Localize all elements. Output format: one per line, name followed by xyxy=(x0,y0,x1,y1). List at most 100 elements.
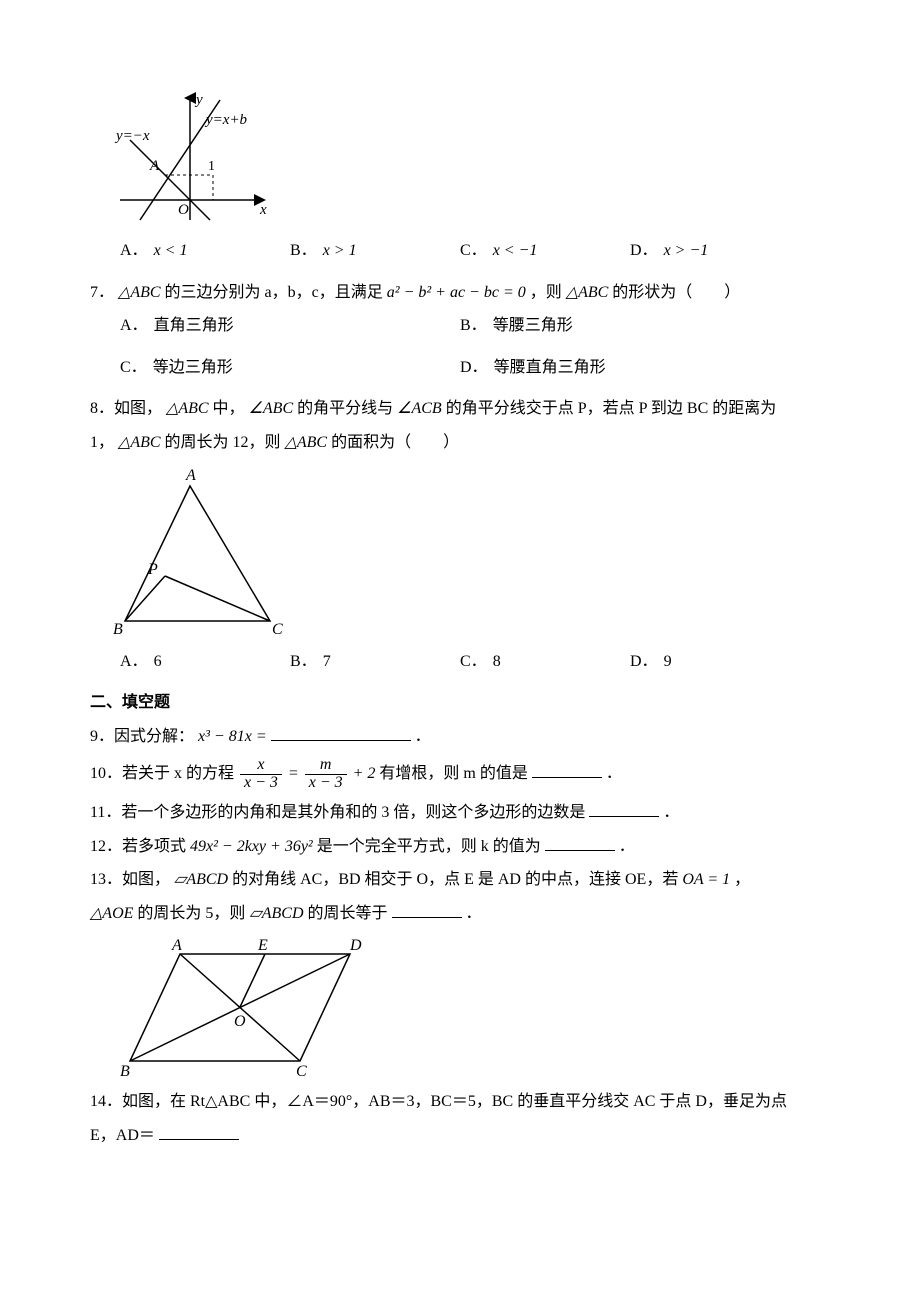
choice-text: x < 1 xyxy=(154,238,188,264)
svg-text:C: C xyxy=(272,621,283,638)
q7-choice-b: B． 等腰三角形 xyxy=(460,313,800,339)
q12-mid: 是一个完全平方式，则 k 的值为 xyxy=(317,838,541,855)
q14-line2: E，AD＝ xyxy=(90,1123,840,1149)
q8-t5: 1， xyxy=(90,434,114,451)
svg-text:O: O xyxy=(178,202,189,218)
parallelogram-svg: A E D B C O xyxy=(110,936,370,1081)
q8-stem-line1: 8．如图， △ABC 中， ∠ABC 的角平分线与 ∠ACB 的角平分线交于点 … xyxy=(90,396,840,422)
choice-text: x < −1 xyxy=(493,238,538,264)
svg-text:A: A xyxy=(171,937,182,954)
q8-figure: A B C P xyxy=(110,466,840,641)
q13-line1: 13．如图， ▱ABCD 的对角线 AC，BD 相交于 O，点 E 是 AD 的… xyxy=(90,867,840,893)
q8-t7: 的面积为（ ） xyxy=(331,434,459,451)
opt-letter: D． xyxy=(460,355,488,381)
q8-choice-d: D． 9 xyxy=(630,649,800,675)
svg-text:A: A xyxy=(185,467,196,484)
q10-prefix: 10．若关于 x 的方程 xyxy=(90,765,238,782)
section-2-title: 二、填空题 xyxy=(90,690,840,716)
q6-figure: y x O A 1 y=−x y=x+b xyxy=(110,90,840,230)
q6-choices: A． x < 1 B． x > 1 C． x < −1 D． x > −1 xyxy=(120,238,800,264)
q14-blank xyxy=(159,1123,239,1140)
q7-num: 7． xyxy=(90,284,114,301)
q10-suffix: ． xyxy=(606,765,622,782)
q14-text1: 14．如图，在 Rt△ABC 中，∠A＝90°，AB＝3，BC＝5，BC 的垂直… xyxy=(90,1093,787,1110)
svg-text:x: x xyxy=(259,202,267,218)
choice-text: x > −1 xyxy=(664,238,709,264)
q8-m5: △ABC xyxy=(285,434,328,451)
q7-stem: 7． △ABC 的三边分别为 a，b，c，且满足 a² − b² + ac − … xyxy=(90,280,840,306)
q8-stem-line2: 1， △ABC 的周长为 12，则 △ABC 的面积为（ ） xyxy=(90,430,840,456)
q13-t2: 的对角线 AC，BD 相交于 O，点 E 是 AD 的中点，连接 OE，若 xyxy=(232,871,678,888)
q14-line1: 14．如图，在 Rt△ABC 中，∠A＝90°，AB＝3，BC＝5，BC 的垂直… xyxy=(90,1089,840,1115)
q7-text3: 的形状为（ ） xyxy=(612,284,740,301)
q7-expr: a² − b² + ac − bc = 0 xyxy=(387,284,526,301)
choice-text: 6 xyxy=(154,649,162,675)
q13-t3: ， xyxy=(734,871,750,888)
svg-text:B: B xyxy=(120,1063,130,1080)
q9-prefix: 9．因式分解： xyxy=(90,728,194,745)
q11-text: 11．若一个多边形的内角和是其外角和的 3 倍，则这个多边形的边数是 xyxy=(90,804,585,821)
choice-text: 等腰直角三角形 xyxy=(494,355,606,381)
q13-t4: 的周长为 5，则 xyxy=(137,905,245,922)
q10-frac-rhs: m x − 3 xyxy=(305,757,347,792)
q7-text2: ，则 xyxy=(530,284,562,301)
q6-choice-b: B． x > 1 xyxy=(290,238,460,264)
opt-letter: D． xyxy=(630,649,658,675)
svg-text:E: E xyxy=(257,937,268,954)
svg-text:O: O xyxy=(234,1013,246,1030)
q8-t4: 的角平分线交于点 P，若点 P 到边 BC 的距离为 xyxy=(446,400,777,417)
q13-m4: ▱ABCD xyxy=(249,905,303,922)
q8-t2: 中， xyxy=(213,400,245,417)
triangle-p-svg: A B C P xyxy=(110,466,290,641)
q7-choice-d: D． 等腰直角三角形 xyxy=(460,355,800,381)
q10-row: 10．若关于 x 的方程 x x − 3 = m x − 3 + 2 有增根，则… xyxy=(90,757,840,792)
choice-text: 等腰三角形 xyxy=(493,313,573,339)
frac-den: x − 3 xyxy=(240,774,282,792)
q8-t1: 8．如图， xyxy=(90,400,162,417)
opt-letter: B． xyxy=(290,649,317,675)
q13-line2: △AOE 的周长为 5，则 ▱ABCD 的周长等于 ． xyxy=(90,901,840,927)
q8-m4: △ABC xyxy=(118,434,161,451)
q12-expr: 49x² − 2kxy + 36y² xyxy=(190,838,313,855)
q7-tri1: △ABC xyxy=(118,284,161,301)
choice-text: 8 xyxy=(493,649,501,675)
q10-eq: = xyxy=(288,765,303,782)
opt-letter: B． xyxy=(290,238,317,264)
opt-letter: C． xyxy=(120,355,147,381)
frac-num: m xyxy=(305,757,347,774)
opt-letter: A． xyxy=(120,313,148,339)
q12-prefix: 12．若多项式 xyxy=(90,838,186,855)
q9-row: 9．因式分解： x³ − 81x = ． xyxy=(90,724,840,750)
q8-m3: ∠ACB xyxy=(397,400,442,417)
q12-blank xyxy=(545,834,615,851)
q9-blank xyxy=(271,724,411,741)
q7-choice-c: C． 等边三角形 xyxy=(120,355,460,381)
q13-figure: A E D B C O xyxy=(110,936,840,1081)
choice-text: 9 xyxy=(664,649,672,675)
q9-expr: x³ − 81x = xyxy=(198,728,267,745)
q11-row: 11．若一个多边形的内角和是其外角和的 3 倍，则这个多边形的边数是 ． xyxy=(90,800,840,826)
q13-m2: OA = 1 xyxy=(682,871,730,888)
opt-letter: A． xyxy=(120,238,148,264)
q8-t6: 的周长为 12，则 xyxy=(165,434,281,451)
frac-den: x − 3 xyxy=(305,774,347,792)
choice-text: 直角三角形 xyxy=(154,313,234,339)
svg-text:y=x+b: y=x+b xyxy=(204,112,248,128)
q13-suffix: ． xyxy=(466,905,482,922)
svg-text:A: A xyxy=(149,158,160,174)
svg-text:y: y xyxy=(194,92,203,108)
q7-text1: 的三边分别为 a，b，c，且满足 xyxy=(165,284,387,301)
svg-text:y=−x: y=−x xyxy=(114,128,150,144)
q13-t1: 13．如图， xyxy=(90,871,170,888)
q7-choice-a: A． 直角三角形 xyxy=(120,313,460,339)
q10-frac-lhs: x x − 3 xyxy=(240,757,282,792)
q10-plus2: + 2 xyxy=(353,765,376,782)
q13-blank xyxy=(392,901,462,918)
q6-choice-a: A． x < 1 xyxy=(120,238,290,264)
frac-num: x xyxy=(240,757,282,774)
q8-choice-b: B． 7 xyxy=(290,649,460,675)
svg-text:C: C xyxy=(296,1063,307,1080)
svg-text:D: D xyxy=(349,937,362,954)
coord-graph-svg: y x O A 1 y=−x y=x+b xyxy=(110,90,280,230)
q8-choice-a: A． 6 xyxy=(120,649,290,675)
